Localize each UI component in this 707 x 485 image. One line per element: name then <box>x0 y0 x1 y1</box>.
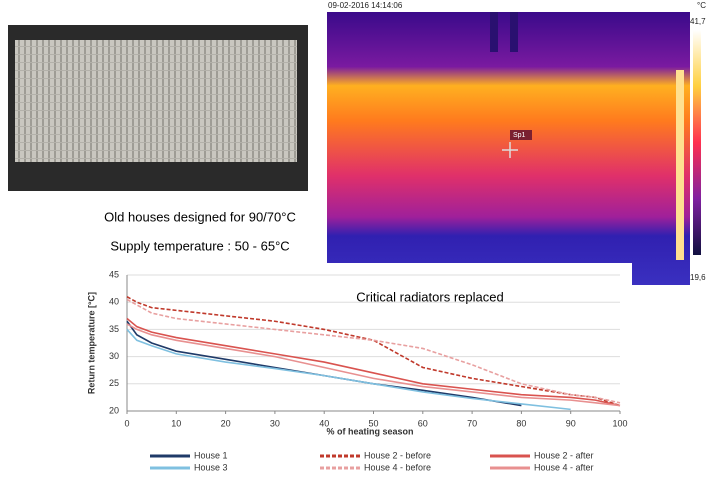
legend-label: House 2 - after <box>534 450 594 460</box>
y-tick-label: 25 <box>109 378 119 388</box>
annotation: Critical radiators replaced <box>356 289 503 304</box>
x-axis-label: % of heating season <box>326 426 413 436</box>
x-tick-label: 30 <box>270 418 280 428</box>
y-tick-label: 40 <box>109 297 119 307</box>
timestamp: 09-02-2016 14:14:06 <box>328 1 403 10</box>
x-tick-label: 100 <box>612 418 627 428</box>
slide: 09-02-2016 14:14:06 °C 41,7 19,6 Sp1 Old… <box>0 0 707 480</box>
scale-max: 41,7 <box>690 17 706 26</box>
pipe <box>510 12 518 52</box>
scale-unit: °C <box>697 1 706 10</box>
y-tick-label: 35 <box>109 324 119 334</box>
color-scale <box>693 30 701 255</box>
y-tick-label: 45 <box>109 269 119 279</box>
legend-label: House 3 <box>194 462 228 472</box>
x-tick-label: 80 <box>516 418 526 428</box>
x-tick-label: 60 <box>418 418 428 428</box>
x-tick-label: 0 <box>124 418 129 428</box>
spot-label: Sp1 <box>513 132 526 139</box>
x-tick-label: 70 <box>467 418 477 428</box>
y-tick-label: 30 <box>109 351 119 361</box>
scale-min: 19,6 <box>690 273 706 282</box>
pipe <box>490 12 498 52</box>
radiator <box>15 40 297 162</box>
x-tick-label: 20 <box>221 418 231 428</box>
legend-label: House 1 <box>194 450 228 460</box>
legend-label: House 4 - before <box>364 462 431 472</box>
pipe <box>676 70 684 260</box>
x-tick-label: 90 <box>566 418 576 428</box>
caption: Old houses designed for 90/70°C <box>104 209 296 224</box>
x-tick-label: 10 <box>171 418 181 428</box>
thermal-image <box>327 12 690 285</box>
caption: Supply temperature : 50 - 65°C <box>110 238 289 253</box>
legend-label: House 2 - before <box>364 450 431 460</box>
y-tick-label: 20 <box>109 405 119 415</box>
y-axis-label: Return temperature [°C] <box>86 292 96 394</box>
legend-label: House 4 - after <box>534 462 594 472</box>
